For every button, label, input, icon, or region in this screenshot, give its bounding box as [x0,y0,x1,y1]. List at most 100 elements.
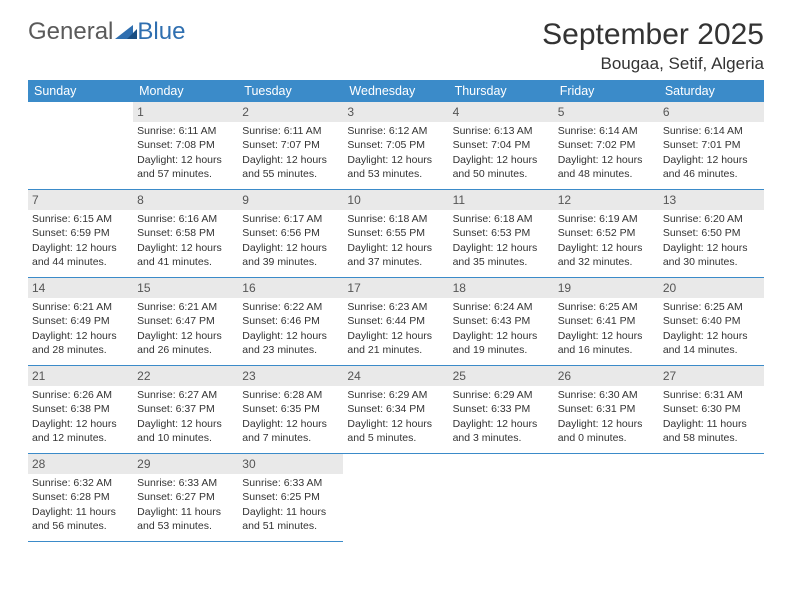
sunrise-text: Sunrise: 6:26 AM [32,388,129,402]
calendar-cell [343,454,448,542]
daylight-text: Daylight: 12 hours and 48 minutes. [558,153,655,181]
calendar-cell: 8Sunrise: 6:16 AMSunset: 6:58 PMDaylight… [133,190,238,278]
daylight-text: Daylight: 12 hours and 7 minutes. [242,417,339,445]
sunrise-text: Sunrise: 6:21 AM [32,300,129,314]
sunrise-text: Sunrise: 6:18 AM [453,212,550,226]
day-number: 30 [238,454,343,474]
calendar-cell: 24Sunrise: 6:29 AMSunset: 6:34 PMDayligh… [343,366,448,454]
sunrise-text: Sunrise: 6:33 AM [137,476,234,490]
daylight-text: Daylight: 12 hours and 16 minutes. [558,329,655,357]
calendar-cell: 23Sunrise: 6:28 AMSunset: 6:35 PMDayligh… [238,366,343,454]
calendar-cell: 27 Sunrise: 6:31 AMSunset: 6:30 PMDayligh… [659,366,764,454]
weekday-header: Thursday [449,80,554,102]
day-number: 5 [554,102,659,122]
sunrise-text: Sunrise: 6:32 AM [32,476,129,490]
calendar-cell: 21Sunrise: 6:26 AMSunset: 6:38 PMDayligh… [28,366,133,454]
daylight-text: Daylight: 12 hours and 28 minutes. [32,329,129,357]
calendar-cell [554,454,659,542]
day-number: 6 [659,102,764,122]
sunset-text: Sunset: 6:55 PM [347,226,444,240]
daylight-text: Daylight: 12 hours and 55 minutes. [242,153,339,181]
daylight-text: Daylight: 12 hours and 30 minutes. [663,241,760,269]
day-number: 11 [449,190,554,210]
sunrise-text: Sunrise: 6:27 AM [137,388,234,402]
calendar-cell: 1Sunrise: 6:11 AMSunset: 7:08 PMDaylight… [133,102,238,190]
logo: General Blue [28,18,185,46]
weekday-header: Sunday [28,80,133,102]
calendar-cell: 12Sunrise: 6:19 AMSunset: 6:52 PMDayligh… [554,190,659,278]
day-number: 14 [28,278,133,298]
sunrise-text: Sunrise: 6:17 AM [242,212,339,226]
calendar-cell [659,454,764,542]
daylight-text: Daylight: 12 hours and 26 minutes. [137,329,234,357]
day-number: 7 [28,190,133,210]
sunrise-text: Sunrise: 6:13 AM [453,124,550,138]
sunset-text: Sunset: 6:46 PM [242,314,339,328]
day-number: 4 [449,102,554,122]
daylight-text: Daylight: 12 hours and 3 minutes. [453,417,550,445]
sunset-text: Sunset: 6:37 PM [137,402,234,416]
sunset-text: Sunset: 6:28 PM [32,490,129,504]
weekday-header: Friday [554,80,659,102]
sunset-text: Sunset: 6:44 PM [347,314,444,328]
daylight-text: Daylight: 12 hours and 14 minutes. [663,329,760,357]
month-title: September 2025 [542,18,764,52]
sunset-text: Sunset: 7:05 PM [347,138,444,152]
sunset-text: Sunset: 7:04 PM [453,138,550,152]
calendar-cell: 14Sunrise: 6:21 AMSunset: 6:49 PMDayligh… [28,278,133,366]
daylight-text: Daylight: 12 hours and 10 minutes. [137,417,234,445]
sunset-text: Sunset: 7:08 PM [137,138,234,152]
sunset-text: Sunset: 6:43 PM [453,314,550,328]
calendar-cell: 2Sunrise: 6:11 AMSunset: 7:07 PMDaylight… [238,102,343,190]
sunrise-text: Sunrise: 6:31 AM [663,388,760,402]
logo-word1: General [28,18,113,46]
sunset-text: Sunset: 6:30 PM [663,402,760,416]
day-number: 13 [659,190,764,210]
daylight-text: Daylight: 11 hours and 58 minutes. [663,417,760,445]
location: Bougaa, Setif, Algeria [542,54,764,74]
calendar-cell: 5 Sunrise: 6:14 AMSunset: 7:02 PMDaylight… [554,102,659,190]
day-number: 29 [133,454,238,474]
day-number: 28 [28,454,133,474]
daylight-text: Daylight: 12 hours and 41 minutes. [137,241,234,269]
daylight-text: Daylight: 12 hours and 21 minutes. [347,329,444,357]
sunset-text: Sunset: 6:52 PM [558,226,655,240]
calendar-cell: 7Sunrise: 6:15 AMSunset: 6:59 PMDaylight… [28,190,133,278]
calendar-cell: 4 Sunrise: 6:13 AMSunset: 7:04 PMDaylight… [449,102,554,190]
daylight-text: Daylight: 11 hours and 56 minutes. [32,505,129,533]
daylight-text: Daylight: 12 hours and 12 minutes. [32,417,129,445]
calendar-cell: 30Sunrise: 6:33 AMSunset: 6:25 PMDayligh… [238,454,343,542]
sunrise-text: Sunrise: 6:14 AM [558,124,655,138]
day-number: 15 [133,278,238,298]
day-number: 12 [554,190,659,210]
daylight-text: Daylight: 12 hours and 19 minutes. [453,329,550,357]
day-number: 26 [554,366,659,386]
calendar-row: 7Sunrise: 6:15 AMSunset: 6:59 PMDaylight… [28,190,764,278]
daylight-text: Daylight: 12 hours and 0 minutes. [558,417,655,445]
calendar-cell: 26Sunrise: 6:30 AMSunset: 6:31 PMDayligh… [554,366,659,454]
day-number: 9 [238,190,343,210]
sunset-text: Sunset: 6:58 PM [137,226,234,240]
day-number: 23 [238,366,343,386]
sunrise-text: Sunrise: 6:21 AM [137,300,234,314]
sunset-text: Sunset: 7:02 PM [558,138,655,152]
sunset-text: Sunset: 6:50 PM [663,226,760,240]
weekday-header: Tuesday [238,80,343,102]
day-number: 8 [133,190,238,210]
sunset-text: Sunset: 6:40 PM [663,314,760,328]
daylight-text: Daylight: 12 hours and 50 minutes. [453,153,550,181]
daylight-text: Daylight: 12 hours and 39 minutes. [242,241,339,269]
calendar-cell [28,102,133,190]
calendar-row: 14Sunrise: 6:21 AMSunset: 6:49 PMDayligh… [28,278,764,366]
calendar-row: 28 Sunrise: 6:32 AMSunset: 6:28 PMDayligh… [28,454,764,542]
day-number: 20 [659,278,764,298]
calendar-cell: 3Sunrise: 6:12 AMSunset: 7:05 PMDaylight… [343,102,448,190]
sunrise-text: Sunrise: 6:29 AM [453,388,550,402]
calendar-cell: 6Sunrise: 6:14 AMSunset: 7:01 PMDaylight… [659,102,764,190]
calendar-table: Sunday Monday Tuesday Wednesday Thursday… [28,80,764,542]
day-number: 27 [659,366,764,386]
day-number: 25 [449,366,554,386]
calendar-cell: 28 Sunrise: 6:32 AMSunset: 6:28 PMDayligh… [28,454,133,542]
weekday-header: Saturday [659,80,764,102]
sunset-text: Sunset: 6:27 PM [137,490,234,504]
